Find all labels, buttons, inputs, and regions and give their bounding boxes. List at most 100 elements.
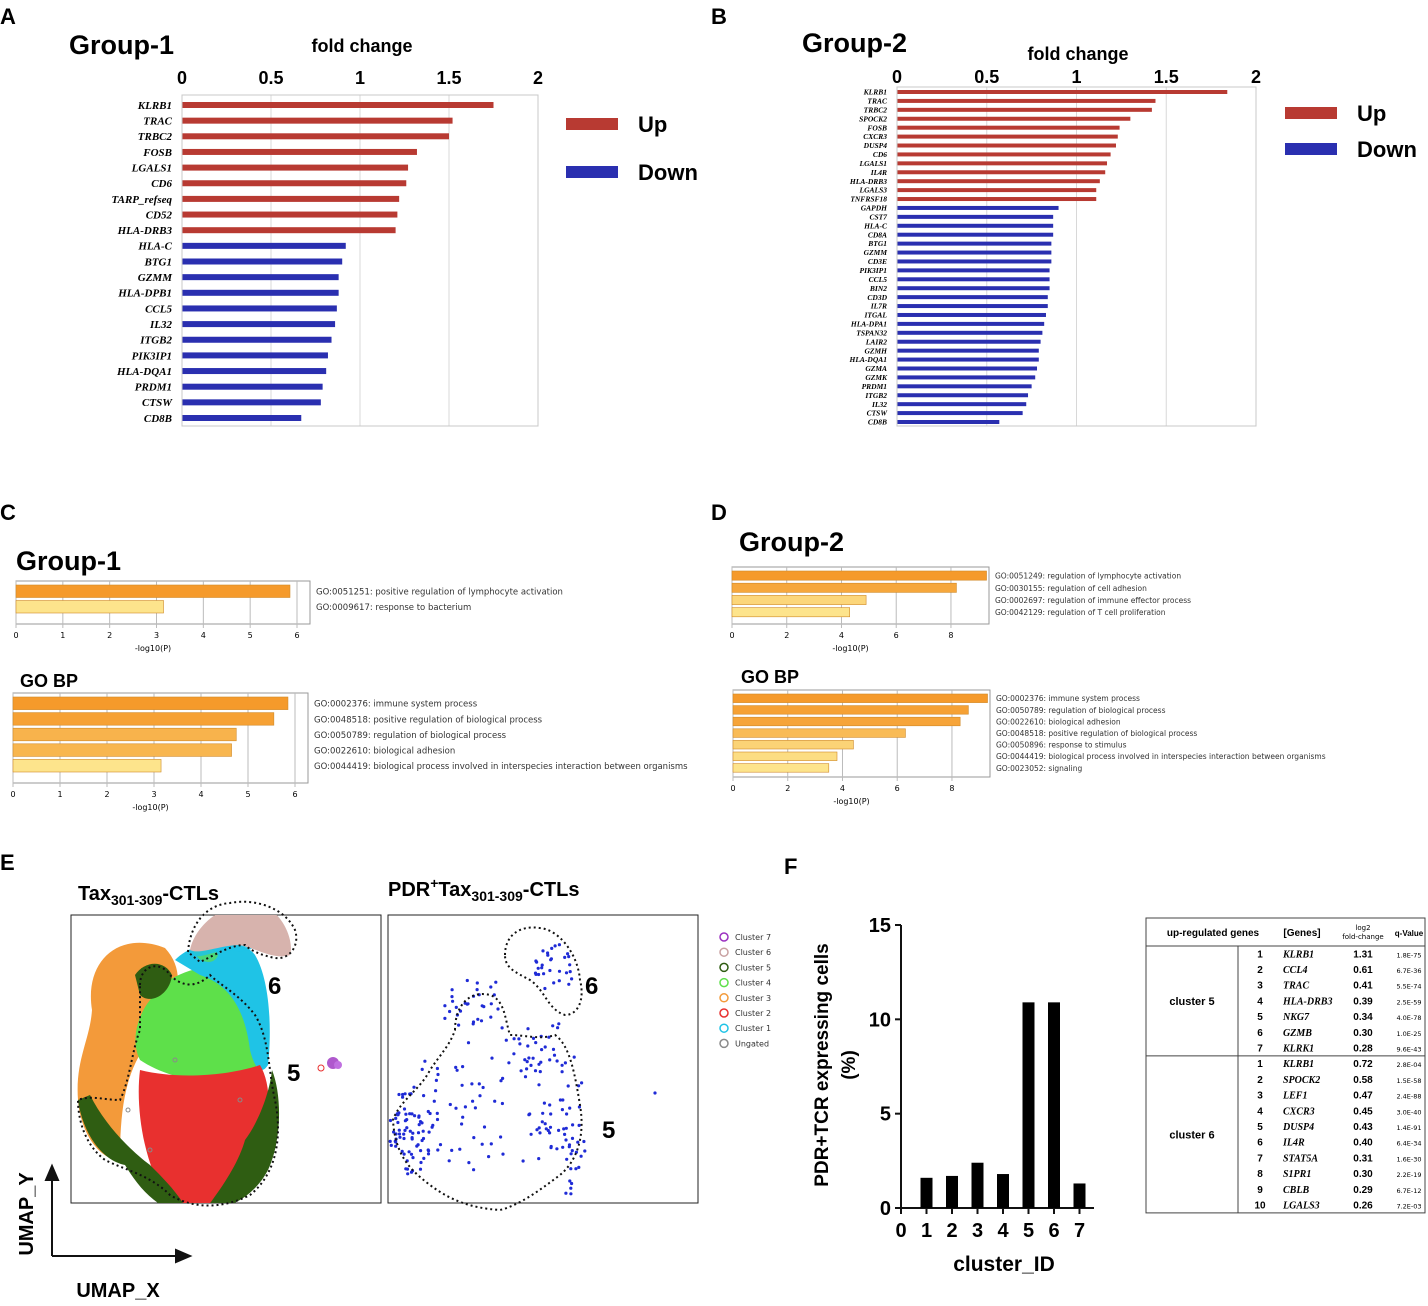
cluster-1-region: [175, 942, 270, 1070]
umap-point: [443, 1004, 447, 1008]
b-gene-label: CTSW: [867, 409, 889, 418]
b-bar-FOSB: [897, 125, 1120, 130]
cluster-legend-label: Cluster 6: [735, 948, 771, 957]
umap-point: [570, 1181, 574, 1186]
f-x-tick: 4: [997, 1220, 1009, 1242]
umap-point: [454, 1065, 458, 1069]
umap-point: [539, 1060, 543, 1064]
f-bar-cluster-2: [946, 1175, 958, 1208]
panel-f-ylabel-line2: (%): [839, 1050, 860, 1080]
b-bar-GAPDH: [897, 205, 1059, 210]
f-y-tick: 0: [880, 1198, 891, 1220]
table-q-value: 1.4E-91: [1396, 1124, 1421, 1132]
go-term-label: GO:0050789: regulation of biological pro…: [314, 731, 507, 741]
go-x-tick: 3: [151, 790, 156, 799]
go-bar: [732, 693, 988, 703]
umap-point: [557, 1022, 561, 1026]
umap-point: [558, 1098, 563, 1102]
b-gene-label: CD8A: [868, 230, 887, 239]
f-x-tick: 0: [895, 1220, 906, 1242]
go-x-tick: 4: [201, 631, 206, 640]
cluster-legend-label: Cluster 7: [735, 933, 771, 942]
b-gene-label: CCL5: [869, 275, 888, 284]
umap-point: [461, 1065, 465, 1069]
umap-point: [430, 1125, 434, 1129]
umap-point: [494, 980, 498, 984]
b-bar-GZMK: [897, 375, 1036, 380]
a-gene-label: IL32: [149, 319, 173, 331]
umap-point: [405, 1167, 410, 1171]
umap-point: [540, 1048, 544, 1052]
table-fold-change: 0.31: [1353, 1153, 1373, 1164]
umap-point: [568, 963, 572, 967]
umap-point: [392, 1130, 396, 1134]
umap-left-label-5: 5: [287, 1060, 300, 1087]
b-bar-PIK3IP1: [897, 268, 1050, 273]
cluster-legend-marker: [719, 947, 729, 957]
umap-point: [451, 999, 455, 1003]
a-gene-label: LGALS1: [131, 162, 172, 174]
b-gene-label: HLA-C: [863, 221, 888, 230]
umap-point: [561, 1145, 565, 1149]
umap-point: [450, 1148, 454, 1152]
umap-point: [568, 1106, 572, 1110]
umap-point: [527, 1056, 531, 1060]
table-gene: DUSP4: [1282, 1122, 1314, 1133]
umap-point: [533, 971, 538, 975]
table-fold-change: 0.61: [1353, 965, 1373, 976]
umap-point: [482, 1005, 486, 1009]
umap-point: [571, 1123, 575, 1127]
umap-point: [472, 1168, 476, 1172]
umap-point: [417, 1115, 421, 1119]
umap-point: [388, 1118, 393, 1123]
umap-point: [397, 1092, 401, 1097]
umap-point: [499, 1079, 503, 1083]
umap-point: [565, 1157, 569, 1161]
b-bar-TRAC: [897, 98, 1156, 103]
umap-point: [548, 968, 552, 973]
umap-point: [466, 1041, 471, 1045]
a-bar-TRBC2: [182, 133, 449, 140]
table-row-index: 3: [1257, 1091, 1263, 1102]
umap-point: [512, 1037, 516, 1041]
go-term-label: GO:0030155: regulation of cell adhesion: [995, 584, 1147, 593]
umap-point: [436, 1148, 440, 1152]
b-gene-label: PRDM1: [862, 382, 887, 391]
go-bar: [12, 712, 275, 726]
umap-point: [538, 1070, 542, 1074]
b-gene-label: KLRB1: [863, 88, 887, 97]
b-bar-DUSP4: [897, 143, 1116, 148]
table-fold-change: 0.30: [1353, 1028, 1373, 1039]
a-bar-HLA-C: [182, 242, 346, 249]
panel-label-d: D: [711, 500, 727, 525]
umap-right-points: [388, 943, 657, 1196]
table-q-value: 2.5E-59: [1396, 998, 1421, 1006]
go-bar: [732, 751, 838, 761]
go-bar: [731, 595, 867, 605]
table-row-index: 6: [1257, 1138, 1263, 1149]
umap-point: [427, 1130, 431, 1134]
table-gene: GZMB: [1283, 1028, 1312, 1039]
a-bar-PIK3IP1: [182, 352, 328, 359]
a-gene-label: BTG1: [144, 256, 173, 268]
a-gene-label: ITGB2: [139, 335, 172, 347]
cluster-legend-label: Cluster 3: [735, 994, 771, 1003]
umap-point: [536, 966, 540, 970]
a-x-tick: 2: [533, 68, 543, 88]
umap-point: [501, 1076, 505, 1080]
umap-point: [481, 1085, 485, 1090]
f-bar-cluster-3: [971, 1162, 984, 1208]
b-bar-IL32: [897, 402, 1027, 407]
umap-point: [448, 1102, 452, 1107]
a-bar-LGALS1: [182, 164, 409, 171]
umap-point: [420, 1138, 424, 1143]
umap-point: [500, 1101, 504, 1106]
b-bar-CCL5: [897, 277, 1050, 282]
table-fold-change: 0.28: [1353, 1044, 1373, 1055]
b-gene-label: DUSP4: [863, 141, 888, 150]
umap-point: [411, 1131, 415, 1135]
umap-right-label-6: 6: [585, 973, 598, 1000]
b-bar-GZMH: [897, 348, 1039, 353]
go-bar: [12, 696, 289, 710]
b-bar-ITGAL: [897, 312, 1046, 317]
